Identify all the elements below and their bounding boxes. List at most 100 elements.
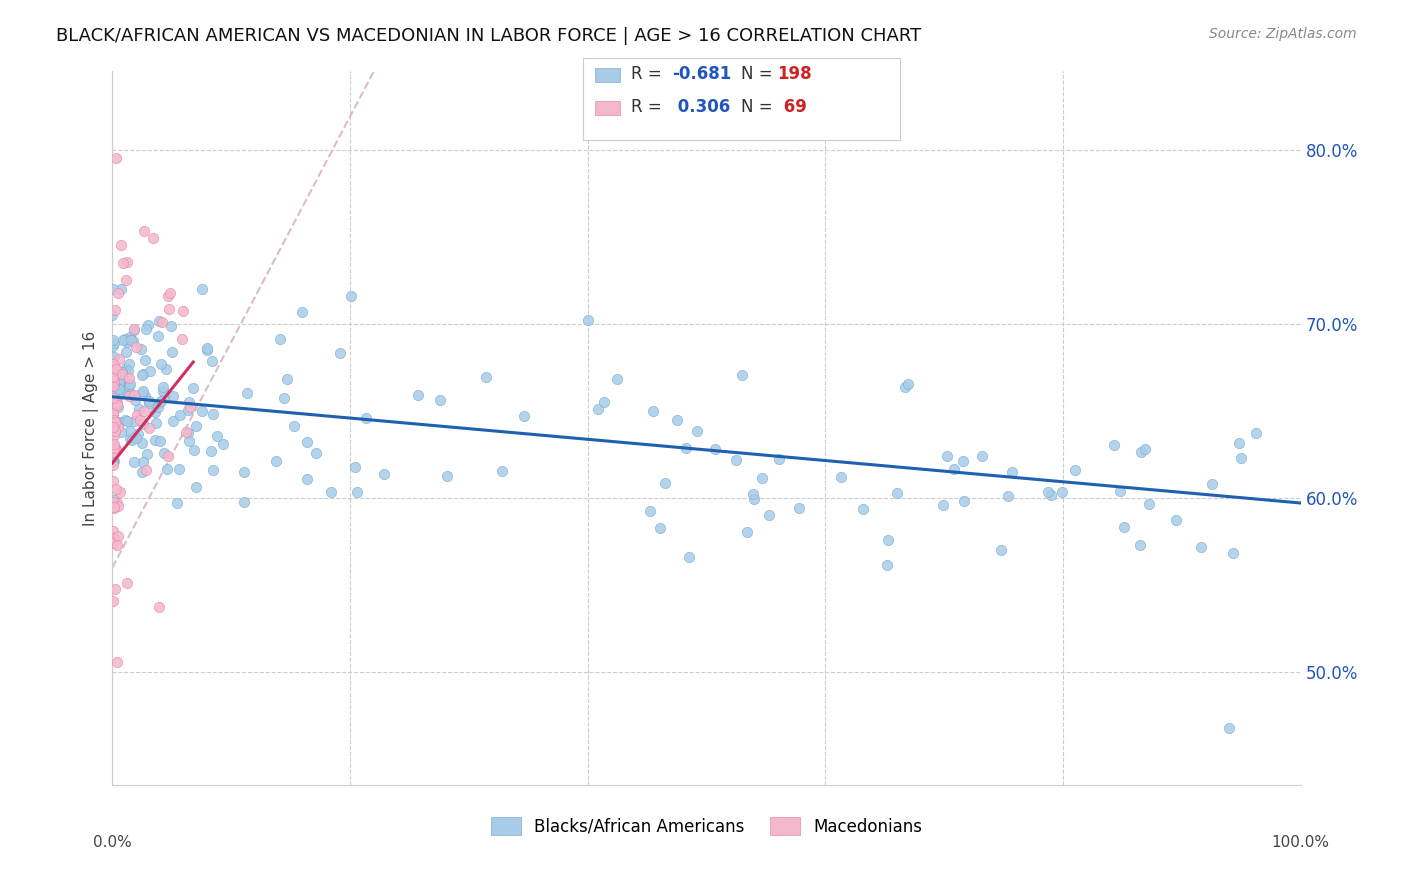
Point: [295, 472, 318, 486]
Point: [103, 531, 125, 545]
Point: [103, 445, 125, 459]
Point: [291, 305, 314, 319]
Point: [606, 372, 628, 386]
Point: [177, 434, 200, 449]
Point: [886, 486, 908, 500]
Point: [1227, 436, 1250, 450]
Point: [191, 282, 214, 296]
Point: [1039, 488, 1062, 502]
Point: [107, 419, 129, 434]
Point: [103, 474, 125, 488]
Point: [103, 419, 125, 434]
Point: [105, 655, 128, 669]
Point: [131, 385, 153, 400]
Point: [174, 425, 197, 439]
Point: [731, 368, 754, 382]
Point: [107, 382, 129, 396]
Point: [108, 416, 131, 430]
Point: [135, 463, 157, 477]
Point: [132, 455, 155, 469]
Text: 0.0%: 0.0%: [93, 836, 132, 850]
Point: [429, 392, 451, 407]
Point: [186, 418, 208, 433]
Point: [295, 435, 318, 450]
Point: [1189, 540, 1212, 554]
Point: [166, 496, 188, 510]
Point: [115, 334, 138, 349]
Point: [162, 414, 184, 428]
Point: [103, 436, 125, 450]
Point: [650, 521, 672, 535]
Point: [148, 314, 170, 328]
Point: [1063, 463, 1085, 477]
Point: [107, 398, 129, 412]
Point: [117, 364, 139, 378]
Point: [1137, 497, 1160, 511]
Point: [118, 431, 141, 445]
Point: [107, 401, 129, 415]
Point: [201, 354, 224, 368]
Point: [103, 335, 125, 350]
Point: [103, 391, 125, 405]
Point: [343, 460, 366, 475]
Point: [678, 550, 700, 565]
Point: [104, 417, 127, 432]
Point: [876, 558, 898, 573]
Point: [134, 353, 156, 368]
Point: [346, 485, 368, 500]
Point: [103, 441, 125, 455]
Point: [120, 387, 142, 401]
Point: [406, 388, 429, 402]
Point: [118, 357, 141, 371]
Point: [105, 152, 128, 166]
Point: [155, 362, 177, 376]
Point: [104, 442, 127, 457]
Point: [593, 395, 616, 409]
Point: [104, 442, 127, 456]
Point: [183, 442, 205, 457]
Point: [638, 504, 661, 518]
Point: [1128, 537, 1150, 551]
Point: [742, 492, 765, 507]
Point: [586, 402, 609, 417]
Point: [283, 419, 305, 434]
Point: [195, 343, 218, 357]
Point: [576, 313, 599, 327]
Point: [101, 409, 124, 423]
Point: [101, 370, 124, 384]
Point: [143, 433, 166, 447]
Point: [120, 333, 142, 347]
Point: [264, 454, 287, 468]
Point: [121, 334, 143, 349]
Text: 69: 69: [778, 98, 807, 116]
Text: Source: ZipAtlas.com: Source: ZipAtlas.com: [1209, 27, 1357, 41]
Point: [104, 362, 127, 376]
Text: BLACK/AFRICAN AMERICAN VS MACEDONIAN IN LABOR FORCE | AGE > 16 CORRELATION CHART: BLACK/AFRICAN AMERICAN VS MACEDONIAN IN …: [56, 27, 921, 45]
Point: [118, 330, 141, 344]
Point: [654, 475, 676, 490]
Point: [704, 442, 727, 456]
Point: [101, 438, 124, 452]
Point: [122, 388, 145, 402]
Point: [170, 332, 193, 346]
Point: [103, 362, 125, 376]
Point: [103, 406, 125, 420]
Point: [156, 462, 179, 476]
Point: [162, 389, 184, 403]
Point: [117, 255, 139, 269]
Point: [877, 533, 900, 548]
Point: [150, 358, 173, 372]
Point: [115, 576, 138, 591]
Point: [124, 414, 146, 428]
Point: [212, 437, 235, 451]
Point: [111, 371, 134, 385]
Point: [150, 394, 173, 409]
Point: [112, 256, 135, 270]
Point: [111, 365, 134, 379]
Point: [149, 434, 172, 449]
Point: [177, 426, 200, 441]
Point: [195, 341, 218, 355]
Point: [952, 454, 974, 468]
Point: [1244, 426, 1267, 441]
Point: [1222, 547, 1244, 561]
